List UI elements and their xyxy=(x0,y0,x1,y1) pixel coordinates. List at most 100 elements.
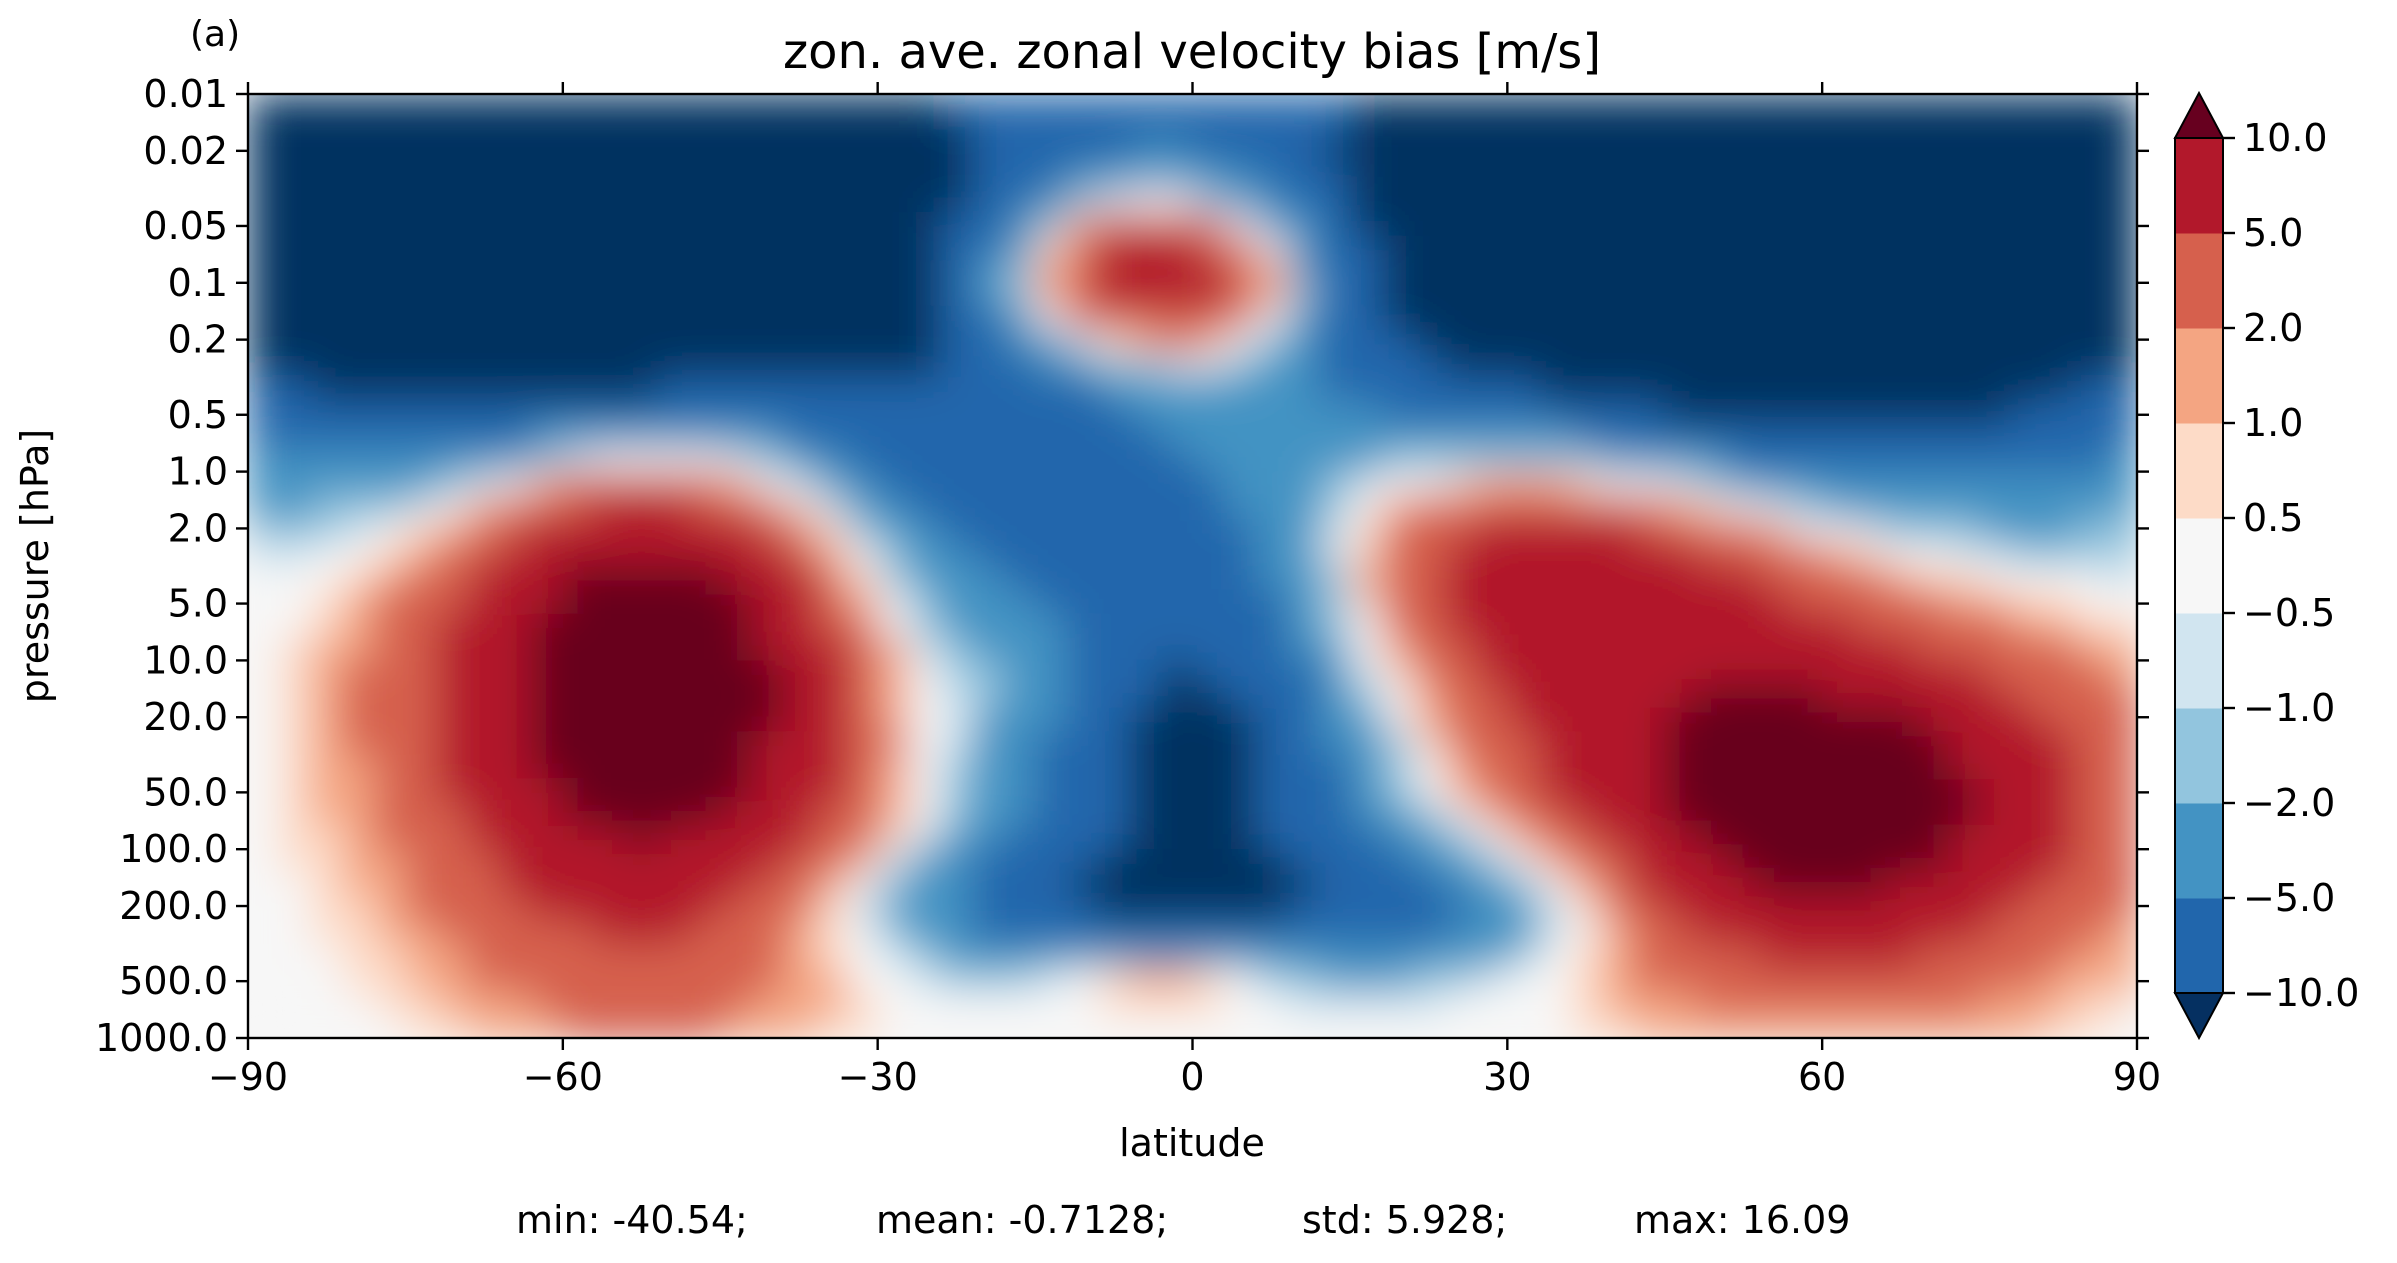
contour-cell xyxy=(531,164,564,190)
contour-cell xyxy=(1885,117,1918,143)
contour-cell xyxy=(1885,164,1918,190)
contour-cell xyxy=(1003,967,1037,992)
contour-cell xyxy=(310,377,344,402)
contour-cell xyxy=(248,94,281,119)
contour-cell xyxy=(310,660,344,685)
contour-cell xyxy=(1003,707,1037,733)
contour-cell xyxy=(1381,212,1414,237)
contour-cell xyxy=(499,1014,533,1038)
contour-cell xyxy=(594,990,627,1016)
contour-cell xyxy=(1412,141,1446,166)
contour-cell xyxy=(1098,1014,1131,1038)
contour-cell xyxy=(1223,117,1257,143)
contour-cell xyxy=(1790,1014,1824,1038)
contour-cell xyxy=(1759,707,1792,733)
contour-cell xyxy=(2011,990,2044,1016)
contour-cell xyxy=(720,943,753,969)
contour-cell xyxy=(940,778,974,803)
contour-cell xyxy=(1601,141,1635,166)
contour-cell xyxy=(1003,448,1037,473)
contour-cell xyxy=(909,754,942,780)
contour-cell xyxy=(940,164,974,190)
contour-cell xyxy=(814,471,848,497)
contour-cell xyxy=(2042,967,2076,992)
contour-cell xyxy=(1948,94,1981,119)
contour-cell xyxy=(1727,542,1761,567)
contour-cell xyxy=(1381,660,1414,685)
contour-cell xyxy=(1129,518,1163,544)
contour-cell xyxy=(594,778,627,803)
contour-cell xyxy=(814,188,848,213)
contour-cell xyxy=(1948,990,1981,1016)
contour-cell xyxy=(1507,1014,1540,1038)
contour-cell xyxy=(1475,778,1509,803)
colorbar-segment xyxy=(2175,708,2223,804)
contour-cell xyxy=(1003,117,1037,143)
contour-cell xyxy=(1066,896,1100,921)
contour-cell xyxy=(248,967,281,992)
contour-cell xyxy=(972,896,1005,921)
contour-cell xyxy=(1003,495,1037,520)
contour-cell xyxy=(783,164,816,190)
contour-cell xyxy=(1475,802,1509,827)
contour-cell xyxy=(1696,754,1729,780)
contour-cell xyxy=(531,448,564,473)
contour-cell xyxy=(468,684,501,709)
contour-cell xyxy=(1475,872,1509,898)
contour-cell xyxy=(814,353,848,379)
contour-cell xyxy=(814,778,848,803)
contour-cell xyxy=(1696,306,1729,331)
contour-cell xyxy=(1979,212,2013,237)
contour-cell xyxy=(1066,566,1100,591)
contour-cell xyxy=(2105,448,2137,473)
contour-cell xyxy=(1381,353,1414,379)
contour-cell xyxy=(1507,589,1540,615)
contour-cell xyxy=(1475,849,1509,874)
contour-cell xyxy=(657,802,690,827)
contour-cell xyxy=(972,920,1005,945)
contour-cell xyxy=(814,542,848,567)
contour-cell xyxy=(562,990,596,1016)
contour-cell xyxy=(1633,448,1666,473)
contour-cell xyxy=(405,896,438,921)
contour-cell xyxy=(1759,259,1792,284)
contour-cell xyxy=(342,400,375,426)
contour-cell xyxy=(1507,731,1540,756)
contour-cell xyxy=(1475,518,1509,544)
contour-cell xyxy=(814,400,848,426)
contour-cell xyxy=(531,518,564,544)
contour-cell xyxy=(1979,920,2013,945)
contour-cell xyxy=(1633,212,1666,237)
contour-cell xyxy=(279,94,312,119)
contour-cell xyxy=(688,188,722,213)
contour-cell xyxy=(594,141,627,166)
contour-cell xyxy=(1790,400,1824,426)
contour-cell xyxy=(783,731,816,756)
contour-cell xyxy=(657,920,690,945)
contour-cell xyxy=(783,589,816,615)
contour-cell xyxy=(1129,542,1163,567)
contour-cell xyxy=(1570,448,1603,473)
contour-cell xyxy=(499,613,533,638)
contour-cell xyxy=(625,495,659,520)
contour-cell xyxy=(1286,967,1320,992)
contour-cell xyxy=(1916,424,1950,449)
contour-cell xyxy=(1003,282,1037,308)
contour-cell xyxy=(531,212,564,237)
contour-cell xyxy=(1507,212,1540,237)
contour-cell xyxy=(1066,636,1100,662)
contour-cell xyxy=(814,259,848,284)
contour-cell xyxy=(688,282,722,308)
contour-cell xyxy=(877,660,911,685)
contour-cell xyxy=(499,141,533,166)
contour-cell xyxy=(1538,684,1572,709)
contour-cell xyxy=(1570,117,1603,143)
contour-cell xyxy=(625,518,659,544)
contour-cell xyxy=(720,400,753,426)
contour-cell xyxy=(1696,802,1729,827)
contour-cell xyxy=(373,471,407,497)
contour-cell xyxy=(405,731,438,756)
contour-cell xyxy=(1286,943,1320,969)
contour-cell xyxy=(594,495,627,520)
contour-cell xyxy=(562,471,596,497)
